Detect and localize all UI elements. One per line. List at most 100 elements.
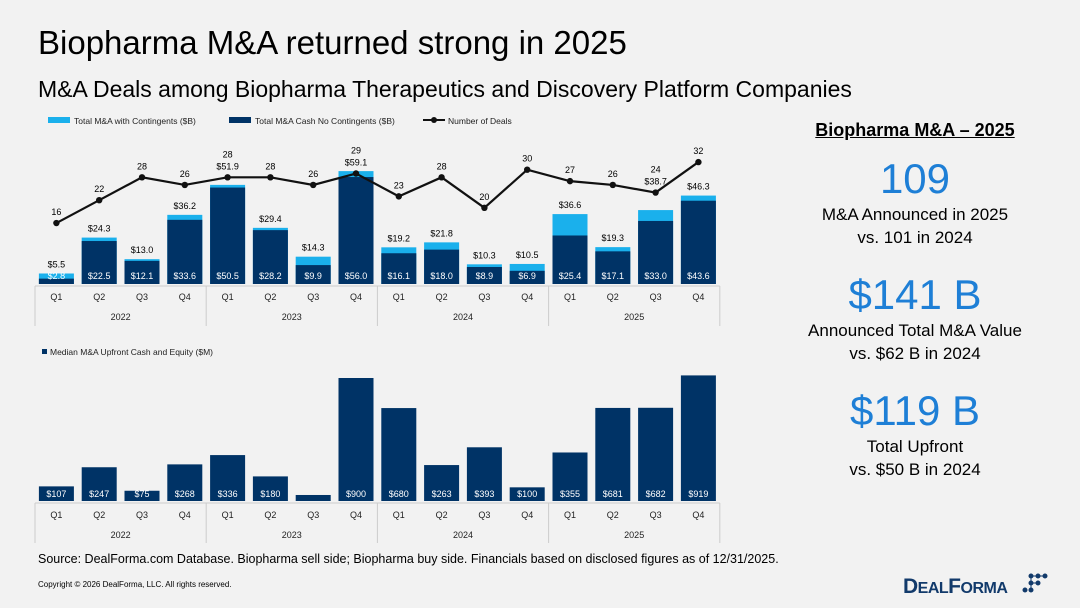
- legend-swatch-cash: [229, 117, 251, 123]
- bar-label-cash: $25.4: [559, 271, 582, 281]
- stat-deals: 109 M&A Announced in 2025 vs. 101 in 202…: [780, 155, 1050, 249]
- deals-label: 22: [94, 184, 104, 194]
- quarter-tick-label: Q3: [650, 510, 662, 520]
- bar-label-cash: $17.1: [602, 271, 625, 281]
- page-title: Biopharma M&A returned strong in 2025: [38, 24, 627, 61]
- deals-label: 27: [565, 165, 575, 175]
- bar-label-cash: $50.5: [216, 271, 239, 281]
- bar-label-total: $46.3: [687, 182, 710, 192]
- bar-label-total: $29.4: [259, 214, 282, 224]
- page-subtitle: M&A Deals among Biopharma Therapeutics a…: [38, 76, 852, 102]
- quarter-tick-label: Q3: [650, 292, 662, 302]
- bar-label-total: $36.6: [559, 200, 582, 210]
- deals-label: 24: [651, 165, 661, 175]
- bar-label-median: $268: [175, 489, 195, 499]
- quarter-tick-label: Q1: [393, 510, 405, 520]
- deals-marker: [53, 219, 60, 227]
- bar-label-total: $36.2: [174, 201, 197, 211]
- deals-label: 32: [693, 146, 703, 156]
- deals-label: 29: [351, 146, 361, 156]
- stat-desc: Announced Total M&A Value: [808, 321, 1022, 340]
- bar-median-upfront: [38, 486, 74, 501]
- bar-label-total: $5.5: [48, 259, 66, 269]
- legend-marker-deals: [431, 117, 437, 123]
- quarter-tick-label: Q4: [350, 292, 362, 302]
- bar-label-cash: $2.8: [48, 271, 66, 281]
- bar-median-upfront: [466, 447, 502, 501]
- bar-label-cash: $33.0: [644, 271, 667, 281]
- deals-label: 28: [437, 161, 447, 171]
- stat-value: $141 B: [848, 271, 982, 318]
- bar-label-cash: $16.1: [388, 271, 411, 281]
- bar-cash-no-contingents: [167, 219, 203, 284]
- bar-cash-no-contingents: [466, 267, 502, 284]
- stat-compare: vs. $50 B in 2024: [849, 460, 981, 479]
- quarter-tick-label: Q1: [50, 510, 62, 520]
- bar-median-upfront: [552, 452, 588, 501]
- bar-cash-no-contingents: [252, 230, 288, 284]
- charts: Total M&A with Contingents ($B) Total M&A…: [34, 116, 721, 543]
- deals-label: 16: [51, 207, 61, 217]
- bar-label-total: $19.3: [602, 233, 625, 243]
- legend-swatch-contingents: [48, 117, 70, 123]
- deals-marker: [96, 196, 103, 204]
- quarter-tick-label: Q1: [564, 292, 576, 302]
- quarter-tick-label: Q1: [393, 292, 405, 302]
- bar-label-total: $14.3: [302, 243, 325, 253]
- bar-median-upfront: [509, 487, 545, 501]
- bar-label-median: $336: [218, 489, 238, 499]
- bar-median-upfront: [338, 378, 374, 501]
- year-tick-label: 2022: [111, 312, 131, 322]
- year-tick-label: 2025: [624, 530, 644, 540]
- stat-value: $119 B: [850, 387, 980, 434]
- quarter-tick-label: Q1: [564, 510, 576, 520]
- quarter-tick-label: Q2: [264, 510, 276, 520]
- quarter-tick-label: Q3: [136, 292, 148, 302]
- bar-label-cash: $28.2: [259, 271, 282, 281]
- bar-label-total: $10.3: [473, 250, 496, 260]
- deals-marker: [695, 158, 702, 166]
- quarter-tick-label: Q2: [93, 292, 105, 302]
- deals-marker: [224, 174, 231, 181]
- stat-desc: Total Upfront: [866, 437, 964, 456]
- deals-label: 26: [180, 169, 190, 179]
- bar-median-upfront: [638, 407, 674, 501]
- bar-label-median: $107: [46, 489, 66, 499]
- quarter-tick-label: Q4: [521, 292, 533, 302]
- deals-marker: [524, 166, 531, 173]
- bar-cash-no-contingents: [509, 270, 545, 284]
- bar-label-cash: $33.6: [174, 271, 197, 281]
- stat-upfront: $119 B Total Upfront vs. $50 B in 2024: [780, 387, 1050, 481]
- deals-marker: [609, 181, 616, 189]
- legend-label: Total M&A Cash No Contingents ($B): [255, 116, 395, 126]
- bar-label-median: $247: [89, 489, 109, 499]
- quarter-tick-label: Q3: [136, 510, 148, 520]
- bar-median-upfront: [167, 464, 203, 501]
- year-tick-label: 2023: [282, 312, 302, 322]
- deals-marker: [352, 170, 360, 177]
- quarter-tick-label: Q4: [179, 292, 191, 302]
- bar-cash-no-contingents: [210, 187, 246, 284]
- deals-label: 20: [479, 192, 489, 202]
- quarter-tick-label: Q2: [607, 292, 619, 302]
- bar-cash-no-contingents: [680, 200, 716, 284]
- stat-compare: vs. 101 in 2024: [857, 228, 973, 247]
- bar-label-total: $13.0: [131, 245, 154, 255]
- legend-label: Median M&A Upfront Cash and Equity ($M): [50, 347, 213, 357]
- bar-label-cash: $22.5: [88, 271, 111, 281]
- quarter-tick-label: Q1: [222, 510, 234, 520]
- bar-label-total: $19.2: [388, 233, 411, 243]
- bar-label-median: $680: [389, 489, 409, 499]
- quarter-tick-label: Q2: [436, 510, 448, 520]
- bar-label-total: $10.5: [516, 250, 539, 260]
- deals-label: 30: [522, 154, 532, 164]
- quarter-tick-label: Q2: [264, 292, 276, 302]
- year-tick-label: 2024: [453, 530, 473, 540]
- deals-marker: [438, 174, 445, 181]
- year-tick-label: 2025: [624, 312, 644, 322]
- bar-label-cash: $8.9: [476, 271, 494, 281]
- summary-panel: Biopharma M&A – 2025 109 M&A Announced i…: [780, 120, 1050, 481]
- bar-label-median: $682: [646, 489, 666, 499]
- year-tick-label: 2023: [282, 530, 302, 540]
- deals-marker: [181, 181, 188, 189]
